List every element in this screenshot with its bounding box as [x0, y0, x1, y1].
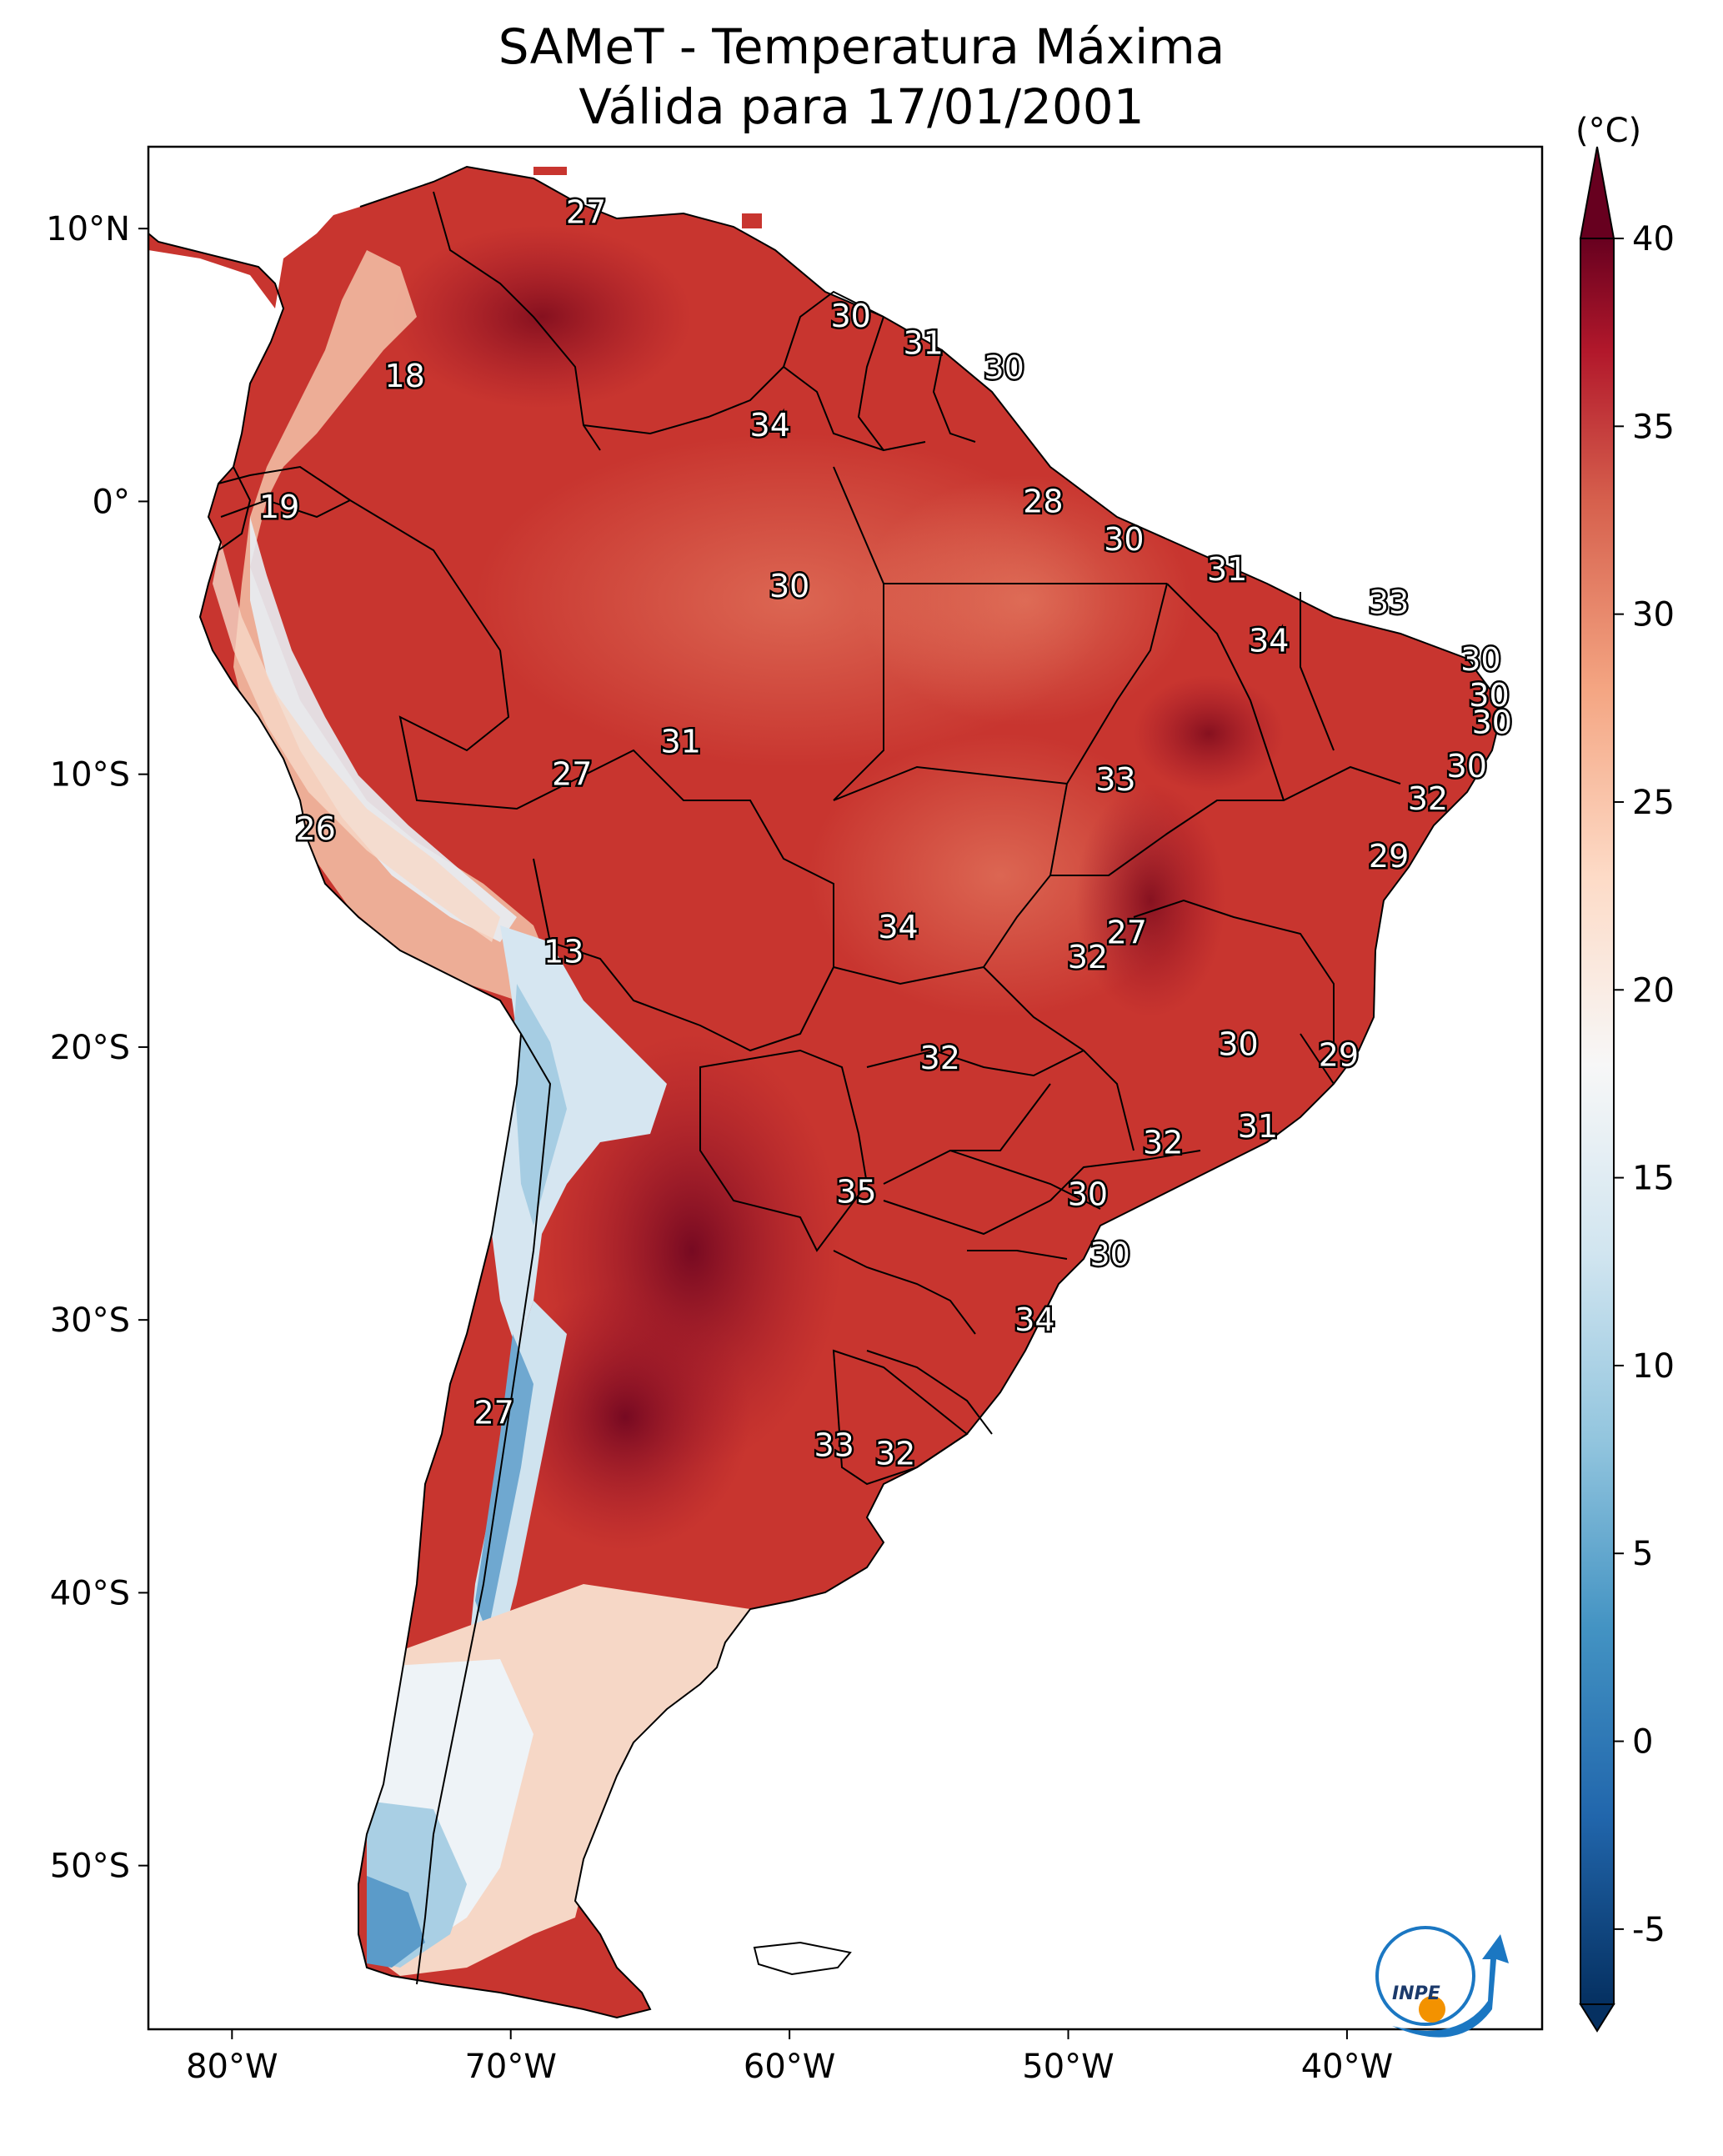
lon-tick-label: 50°W: [1022, 2048, 1114, 2086]
lat-tick-label: 10°S: [50, 756, 130, 795]
station-value-label: 26: [295, 810, 335, 847]
colorbar-unit: (°C): [1575, 112, 1641, 150]
lat-tick-label: 20°S: [50, 1029, 130, 1067]
lon-tick-label: 70°W: [464, 2048, 556, 2086]
station-value-label: 27: [566, 194, 606, 231]
lat-tick-label: 30°S: [50, 1301, 130, 1340]
map-title: SAMeT - Temperatura Máxima Válida para 1…: [0, 17, 1723, 137]
station-value-label: 19: [259, 489, 299, 525]
map-frame: [147, 145, 1544, 2031]
station-value-label: 29: [1369, 838, 1409, 875]
colorbar-ticks: -5 0 5 10 15 20 25 30 35 40: [1614, 220, 1675, 1949]
lon-tick-label: 80°W: [186, 2048, 278, 2086]
lat-tick-label: 50°S: [50, 1848, 130, 1886]
station-value-label: 13: [543, 933, 584, 970]
title-line-1: SAMeT - Temperatura Máxima: [498, 18, 1225, 75]
station-value-label: 32: [875, 1436, 915, 1472]
station-value-label: 32: [1408, 780, 1448, 817]
station-value-label: 31: [661, 723, 701, 760]
station-value-label: 27: [473, 1394, 513, 1431]
colorbar-max-arrow: [1579, 146, 1615, 239]
colorbar-tick-label: 35: [1632, 408, 1675, 446]
title-line-2: Válida para 17/01/2001: [579, 78, 1144, 135]
station-value-label: 35: [836, 1173, 876, 1210]
station-value-label: 29: [1319, 1037, 1359, 1074]
station-value-label: 31: [1207, 551, 1247, 588]
station-value-label: 32: [1143, 1124, 1183, 1161]
station-value-label: 30: [1218, 1026, 1258, 1063]
station-value-label: 32: [1068, 939, 1108, 975]
station-value-label: 30: [1447, 748, 1487, 785]
station-value-label: 33: [814, 1427, 854, 1464]
colorbar-tick-label: 30: [1632, 596, 1675, 634]
logo-text: INPE: [1392, 1983, 1440, 2004]
station-value-label: 27: [1107, 914, 1147, 950]
station-value-label: 30: [1068, 1176, 1108, 1213]
lat-tick-label: 10°N: [46, 210, 130, 248]
colorbar-gradient: [1580, 238, 1614, 2004]
station-value-label: 30: [1104, 521, 1144, 558]
station-value-label: 30: [1090, 1236, 1130, 1273]
station-value-label: 30: [831, 298, 871, 334]
logo-arrow-icon: [1392, 1934, 1509, 2038]
station-value-label: 32: [920, 1040, 960, 1076]
station-value-label: 30: [769, 568, 809, 604]
station-value-label: 34: [1014, 1301, 1054, 1338]
colorbar-min-arrow: [1579, 2003, 1615, 2033]
lat-tick-label: 0°: [93, 483, 130, 521]
station-value-label: 30: [1472, 704, 1512, 740]
station-value-label: 33: [1095, 761, 1135, 798]
station-value-label: 34: [878, 909, 918, 945]
latitude-axis: 10°N 0° 10°S 20°S 30°S 40°S 50°S: [46, 210, 148, 1886]
station-value-label: 31: [903, 325, 943, 362]
longitude-axis: 80°W 70°W 60°W 50°W 40°W: [186, 2029, 1393, 2086]
lon-tick-label: 60°W: [744, 2048, 835, 2086]
logo-dot: [1419, 1996, 1445, 2023]
colorbar-tick-label: 15: [1632, 1160, 1675, 1198]
station-value-label: 31: [1238, 1108, 1278, 1145]
lon-tick-label: 40°W: [1301, 2048, 1393, 2086]
station-value-label: 30: [984, 349, 1024, 386]
colorbar: (°C) -5 0 5 10 15 20 25 30 35 40: [1575, 112, 1675, 2033]
station-value-label: 30: [1460, 641, 1500, 678]
station-value-label: 18: [384, 358, 424, 394]
colorbar-tick-label: 40: [1632, 220, 1675, 258]
station-value-label: 27: [552, 756, 592, 793]
lat-tick-label: 40°S: [50, 1574, 130, 1612]
colorbar-frame: [1580, 238, 1615, 2005]
colorbar-tick-label: 0: [1632, 1723, 1653, 1762]
station-value-label: 33: [1369, 584, 1409, 621]
station-value-label: 34: [750, 407, 790, 444]
colorbar-tick-label: -5: [1632, 1911, 1665, 1949]
station-value-label: 34: [1249, 622, 1289, 659]
station-value-label: 30: [1469, 677, 1509, 714]
inpe-logo: INPE: [1375, 1926, 1509, 2038]
colorbar-tick-label: 5: [1632, 1535, 1653, 1573]
logo-ring: [1375, 1926, 1475, 2026]
colorbar-tick-label: 10: [1632, 1347, 1675, 1386]
colorbar-tick-label: 25: [1632, 784, 1675, 822]
country-borders: [148, 165, 1502, 2019]
station-value-label: 28: [1023, 483, 1063, 519]
colorbar-tick-label: 20: [1632, 971, 1675, 1010]
